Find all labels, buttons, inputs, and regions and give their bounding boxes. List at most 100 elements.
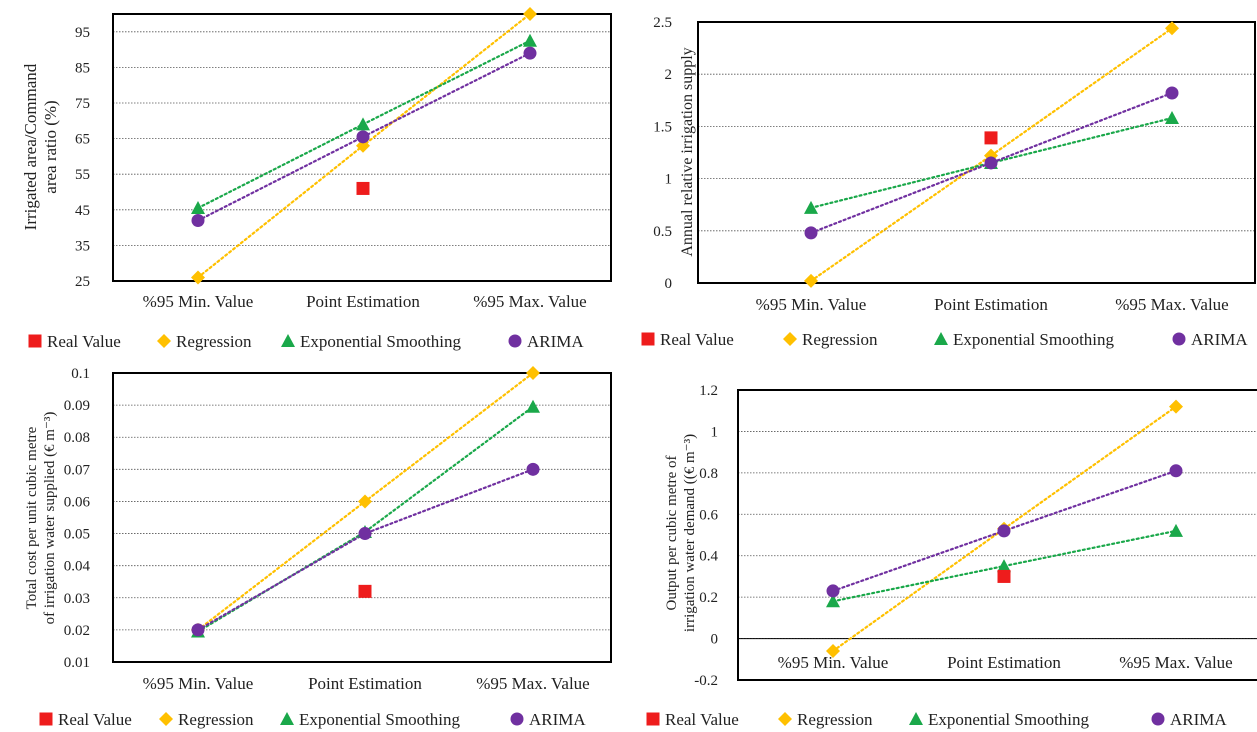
y-tick-label: 0.1: [71, 366, 90, 382]
y-tick-label: 0.2: [699, 590, 718, 606]
y-tick-label: 0.05: [64, 527, 90, 543]
legend-label: Regression: [178, 710, 254, 729]
legend-marker-arima: [1173, 333, 1186, 346]
legend-marker-regression: [157, 334, 171, 348]
y-tick-label: 95: [75, 25, 90, 41]
point-regression: [1165, 21, 1179, 35]
chart-panel-1: 2535455565758595%95 Min. Value Point Esti…: [21, 7, 611, 351]
legend-marker-real-value: [29, 335, 42, 348]
legend-marker-arima: [1152, 713, 1165, 726]
legend-label: ARIMA: [1191, 330, 1248, 349]
y-tick-label: 1.2: [699, 383, 718, 399]
point-real-value: [359, 585, 372, 598]
point-arima: [359, 527, 372, 540]
legend-label: Regression: [176, 332, 252, 351]
y-tick-label: 2.5: [653, 15, 672, 31]
legend-marker-arima: [511, 713, 524, 726]
point-arima: [827, 584, 840, 597]
point-arima: [357, 130, 370, 143]
point-arima: [805, 226, 818, 239]
y-tick-label: 0: [711, 632, 719, 648]
legend-marker-exponential-smoothing: [934, 332, 948, 345]
y-tick-label: 1: [711, 424, 719, 440]
x-category-label: %95 Max. Value: [473, 292, 586, 311]
legend-label: Real Value: [665, 710, 739, 729]
x-category-label: %95 Min. Value: [756, 295, 867, 314]
point-arima: [1170, 464, 1183, 477]
trendline-arima: [198, 469, 533, 630]
plot-frame: [698, 22, 1255, 283]
y-tick-label: 0.01: [64, 655, 90, 671]
y-axis-label: Irrigated area/Commandarea ratio (%): [21, 63, 60, 230]
legend-marker-exponential-smoothing: [280, 712, 294, 725]
plot-frame: [113, 373, 611, 662]
point-exponential-smoothing: [1169, 524, 1183, 537]
point-arima: [192, 623, 205, 636]
chart-panel-4: -0.2 0 0.2 0.4 0.6 0.8 1 1.2 %95 Min. Value Point…: [647, 383, 1257, 729]
y-tick-label: 0.04: [64, 559, 91, 575]
y-tick-label: 45: [75, 203, 90, 219]
legend-marker-arima: [509, 335, 522, 348]
legend-label: Real Value: [58, 710, 132, 729]
point-arima: [985, 156, 998, 169]
point-exponential-smoothing: [356, 117, 370, 130]
legend-label: Exponential Smoothing: [953, 330, 1115, 349]
point-real-value: [985, 131, 998, 144]
y-tick-label: 0.09: [64, 398, 90, 414]
x-category-label: %95 Max. Value: [476, 674, 589, 693]
point-arima: [524, 47, 537, 60]
legend-marker-real-value: [642, 333, 655, 346]
x-category-label: Point Estimation: [934, 295, 1048, 314]
legend-label: Regression: [797, 710, 873, 729]
legend-label: Real Value: [660, 330, 734, 349]
point-arima: [192, 214, 205, 227]
y-tick-label: 25: [75, 274, 90, 290]
legend-marker-real-value: [647, 713, 660, 726]
x-category-label: %95 Min. Value: [143, 674, 254, 693]
y-tick-label: 0.8: [699, 466, 718, 482]
legend-marker-regression: [783, 332, 797, 346]
y-axis-label: Output per cubic metre of irrigation wate…: [664, 434, 698, 632]
point-regression: [1169, 400, 1183, 414]
legend-label: Real Value: [47, 332, 121, 351]
y-tick-label: 0.03: [64, 591, 90, 607]
y-tick-label: 1: [665, 172, 673, 188]
y-tick-label: 2: [665, 67, 673, 83]
y-tick-label: -0.2: [694, 673, 718, 689]
chart-panel-2: 0 0.5 1 1.5 2 2.5 %95 Min. Value Point Estimati…: [642, 15, 1256, 349]
y-tick-label: 0.07: [64, 462, 91, 478]
legend-marker-real-value: [40, 713, 53, 726]
y-axis-label: Total cost per unit cubic metre of irriga…: [24, 412, 58, 625]
x-category-label: %95 Max. Value: [1119, 653, 1232, 672]
y-tick-label: 0: [665, 276, 673, 292]
y-tick-label: 0.5: [653, 224, 672, 240]
y-tick-label: 75: [75, 96, 90, 112]
y-tick-label: 0.6: [699, 507, 718, 523]
legend-marker-regression: [159, 712, 173, 726]
y-tick-label: 0.06: [64, 494, 91, 510]
x-category-label: Point Estimation: [308, 674, 422, 693]
point-arima: [527, 463, 540, 476]
point-exponential-smoothing: [1165, 111, 1179, 124]
legend-label: ARIMA: [529, 710, 586, 729]
y-tick-label: 85: [75, 60, 90, 76]
point-real-value: [998, 570, 1011, 583]
y-axis-label: Annual relative irrigation supply: [679, 47, 696, 256]
legend-label: Regression: [802, 330, 878, 349]
x-category-label: Point Estimation: [947, 653, 1061, 672]
x-category-label: %95 Min. Value: [143, 292, 254, 311]
x-category-label: Point Estimation: [306, 292, 420, 311]
y-tick-label: 0.08: [64, 430, 90, 446]
legend-label: ARIMA: [1170, 710, 1227, 729]
y-tick-label: 0.4: [699, 549, 718, 565]
y-tick-label: 55: [75, 167, 90, 183]
point-exponential-smoothing: [523, 34, 537, 47]
point-arima: [998, 524, 1011, 537]
point-real-value: [357, 182, 370, 195]
y-tick-label: 1.5: [653, 119, 672, 135]
point-exponential-smoothing: [191, 201, 205, 214]
y-tick-label: 0.02: [64, 623, 90, 639]
legend-marker-exponential-smoothing: [281, 334, 295, 347]
legend-label: Exponential Smoothing: [299, 710, 461, 729]
